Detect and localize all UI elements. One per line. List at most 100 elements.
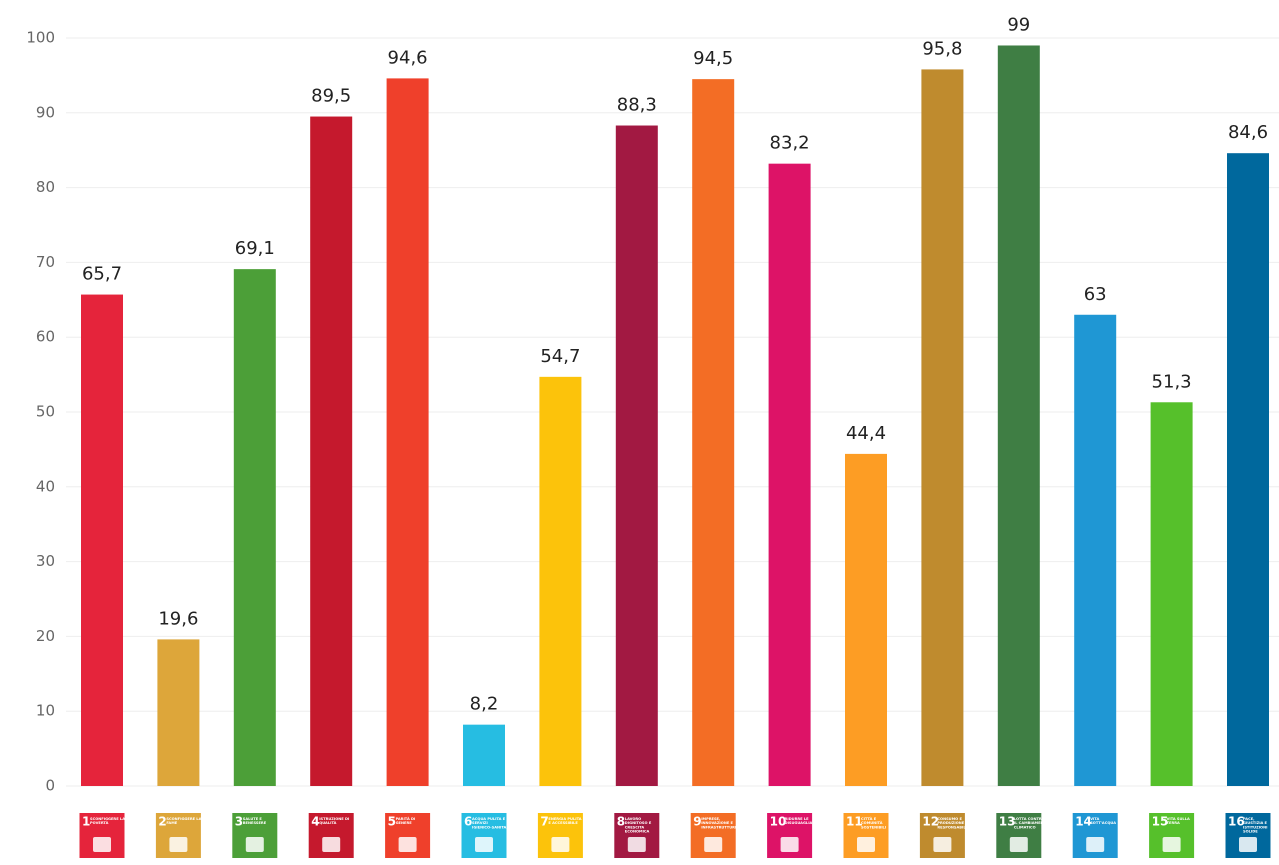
tile-text-line: IGIENICO-SANITARI [472, 825, 510, 829]
bar [921, 69, 964, 786]
tile-text-line: LOTTA CONTRO [1014, 817, 1045, 821]
tile-number: 14 [1075, 815, 1092, 829]
tile-text-line: RESPONSABILI [937, 825, 967, 829]
tile-text-line: IMPRESE, [701, 817, 720, 821]
tile-icon [475, 837, 493, 852]
sdg-tile: 9 IMPRESE, INNOVAZIONE E INFRASTRUTTURE [690, 813, 738, 858]
tile-text-line: PACE, [1243, 817, 1255, 821]
bar [692, 79, 735, 786]
tile-number: 12 [922, 815, 939, 829]
tile-text-line: CITTÀ E [861, 816, 877, 821]
tile-icon [780, 837, 799, 852]
sdg-tile: 2 SCONFIGGERE LA FAME [155, 813, 202, 858]
tile-number: 13 [999, 815, 1016, 829]
value-label: 84,6 [1228, 122, 1268, 143]
tile-text-line: SCONFIGGERE LA [166, 817, 201, 821]
tile-text-line: SALUTE E [243, 817, 263, 821]
tile-text-line: SCONFIGGERE LA [90, 817, 125, 821]
tile-icon [1162, 837, 1181, 852]
y-tick-label: 100 [26, 29, 55, 47]
tile-number: 6 [464, 815, 472, 829]
value-label: 19,6 [158, 608, 198, 629]
tile-icon [933, 837, 952, 852]
tile-text-line: GENERE [396, 821, 413, 825]
tile-number: 5 [388, 815, 396, 829]
tile-icon [398, 837, 417, 852]
bar [157, 639, 200, 786]
x-tick-label: CITTÀ E COMUNITÀ SOSTENIBILI [861, 816, 886, 829]
tile-text-line: COMUNITÀ [861, 820, 883, 825]
tile-text-line: CONSUMO E [937, 817, 962, 821]
tile-icon [1009, 837, 1028, 852]
bar [463, 724, 505, 786]
tile-text-line: DIGNITOSO E [625, 821, 652, 825]
tile-icon [627, 837, 646, 852]
value-label: 63 [1084, 284, 1107, 305]
tile-text-line: SOSTENIBILI [861, 825, 886, 829]
tile-text-line: TERRA [1167, 821, 1180, 825]
bar [233, 269, 276, 787]
tile-icon [1239, 837, 1257, 852]
value-label: 69,1 [235, 238, 275, 259]
y-tick-label: 60 [36, 328, 55, 346]
value-label: 51,3 [1152, 371, 1192, 392]
value-label: 89,5 [311, 86, 351, 107]
tile-icon [704, 837, 723, 852]
bar [1074, 314, 1117, 786]
tile-text-line: LAVORO [625, 817, 641, 821]
sdg-tile: 8 LAVORO DIGNITOSO E CRESCITA ECONOMICA [614, 813, 660, 858]
bar [539, 376, 582, 786]
tile-text-line: GIUSTIZIA E [1243, 821, 1268, 825]
tile-number: 7 [540, 815, 548, 829]
tile-icon [857, 837, 875, 852]
tile-text-line: ACQUA PULITA E [472, 817, 506, 821]
x-tick-label: ISTRUZIONE DI QUALITÀ [319, 817, 349, 825]
tile-text-line: QUALITÀ [319, 820, 336, 825]
sdg-tile: 6 ACQUA PULITA E SERVIZI IGIENICO-SANITARI [461, 813, 510, 858]
tile-text-line: INFRASTRUTTURE [701, 825, 738, 829]
bar [386, 78, 429, 787]
x-tick-label: PACE, GIUSTIZIA E ISTITUZIONI SOLIDE [1243, 817, 1268, 834]
y-tick-label: 70 [36, 253, 55, 271]
bar [1150, 402, 1193, 786]
sdg-tile: 1 SCONFIGGERE LA POVERTÀ [79, 813, 125, 858]
tile-text-line: CRESCITA [625, 825, 645, 829]
tile-text-line: ENERGIA PULITA [548, 817, 581, 821]
value-label: 65,7 [82, 264, 122, 285]
bar [615, 125, 658, 787]
bar [768, 163, 811, 786]
tile-text-line: RIDURRE LE [785, 817, 810, 821]
tile-text-line: FAME [166, 821, 177, 825]
tile-number: 9 [693, 815, 701, 829]
tile-number: 3 [235, 815, 243, 829]
tile-text-line: E ACCESSIBILE [548, 821, 578, 825]
tile-text-line: ISTRUZIONE DI [319, 817, 349, 821]
x-tick-label: VITA SULLA TERRA [1167, 817, 1190, 825]
tile-icon [169, 837, 188, 852]
x-tick-label: SCONFIGGERE LA FAME [166, 817, 201, 825]
tile-text-line: DISUGUAGLIANZE [785, 821, 821, 825]
tile-text-line: PARITÀ DI [396, 816, 416, 821]
tile-icon [245, 837, 264, 852]
value-label: 54,7 [540, 346, 580, 367]
tile-number: 10 [770, 815, 787, 829]
tile-icon [322, 837, 341, 852]
y-tick-label: 80 [36, 178, 55, 196]
value-label: 44,4 [846, 423, 886, 444]
y-tick-label: 30 [36, 552, 55, 570]
sdg-tile: 7 ENERGIA PULITA E ACCESSIBILE [537, 813, 583, 858]
value-label: 95,8 [922, 38, 962, 59]
x-tick-label: LOTTA CONTRO IL CAMBIAMENTO CLIMATICO [1014, 817, 1049, 829]
tile-icon [93, 837, 111, 852]
x-tick-label: IMPRESE, INNOVAZIONE E INFRASTRUTTURE [701, 817, 738, 829]
tile-text-line: SOLIDE [1243, 830, 1258, 834]
tile-text-line: INNOVAZIONE E [701, 821, 733, 825]
